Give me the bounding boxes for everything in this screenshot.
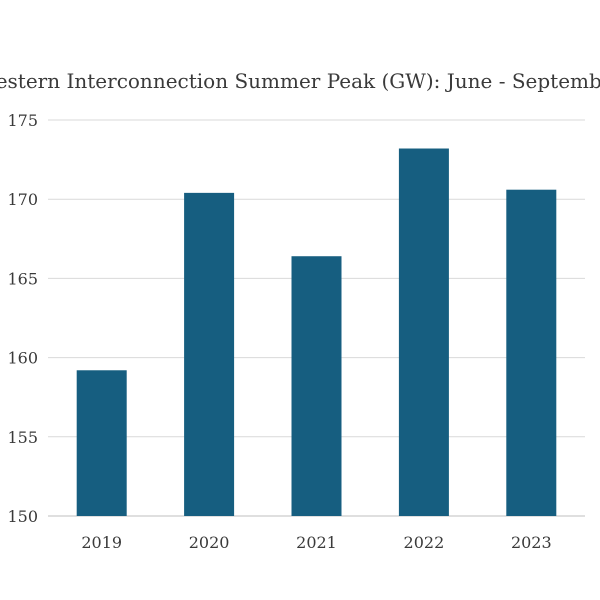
x-tick-label: 2022 bbox=[404, 533, 445, 552]
x-tick-label: 2020 bbox=[189, 533, 230, 552]
chart-title: Western Interconnection Summer Peak (GW)… bbox=[0, 69, 600, 93]
bar-2023 bbox=[506, 189, 557, 517]
bar-2022 bbox=[398, 148, 449, 516]
bars bbox=[76, 148, 557, 517]
x-tick-label: 2023 bbox=[511, 533, 552, 552]
y-tick-label: 170 bbox=[7, 190, 38, 209]
x-tick-label: 2021 bbox=[296, 533, 337, 552]
y-tick-label: 155 bbox=[7, 428, 38, 447]
y-tick-label: 150 bbox=[7, 507, 38, 526]
x-axis-tick-labels: 2019 2020 2021 2022 2023 bbox=[81, 533, 551, 552]
bar-2021 bbox=[291, 256, 342, 516]
x-tick-label: 2019 bbox=[81, 533, 122, 552]
bar-2020 bbox=[184, 192, 235, 516]
y-tick-label: 160 bbox=[7, 349, 38, 368]
bar-2019 bbox=[76, 370, 127, 516]
y-tick-label: 175 bbox=[7, 111, 38, 130]
y-axis-tick-labels: 150 155 160 165 170 175 bbox=[7, 111, 38, 526]
y-tick-label: 165 bbox=[7, 269, 38, 288]
